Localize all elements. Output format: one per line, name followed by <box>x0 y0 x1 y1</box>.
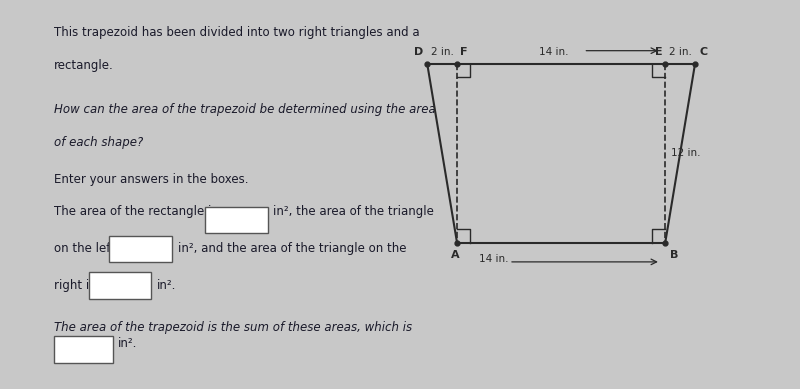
Text: D: D <box>414 47 423 57</box>
Text: 14 in.: 14 in. <box>539 47 568 57</box>
Text: The area of the rectangle is: The area of the rectangle is <box>54 205 218 219</box>
Text: A: A <box>451 250 460 260</box>
Text: E: E <box>654 47 662 57</box>
Text: How can the area of the trapezoid be determined using the area: How can the area of the trapezoid be det… <box>54 103 436 116</box>
Text: in².: in². <box>118 337 138 350</box>
Text: 12 in.: 12 in. <box>671 148 701 158</box>
Text: The area of the trapezoid is the sum of these areas, which is: The area of the trapezoid is the sum of … <box>54 321 412 334</box>
Text: in².: in². <box>157 279 177 292</box>
Text: in², the area of the triangle: in², the area of the triangle <box>274 205 434 219</box>
Text: B: B <box>670 250 678 260</box>
Text: 14 in.: 14 in. <box>479 254 509 265</box>
Text: C: C <box>699 47 707 57</box>
Text: 2 in.: 2 in. <box>430 47 454 57</box>
Text: on the left is: on the left is <box>54 242 128 255</box>
Text: rectangle.: rectangle. <box>54 59 114 72</box>
Text: F: F <box>460 47 467 57</box>
Text: in², and the area of the triangle on the: in², and the area of the triangle on the <box>178 242 406 255</box>
Text: right is: right is <box>54 279 95 292</box>
Bar <box>205 207 267 233</box>
Text: This trapezoid has been divided into two right triangles and a: This trapezoid has been divided into two… <box>54 26 420 39</box>
Bar <box>110 236 172 262</box>
Text: of each shape?: of each shape? <box>54 136 143 149</box>
Bar <box>89 272 151 299</box>
Text: Enter your answers in the boxes.: Enter your answers in the boxes. <box>54 173 249 186</box>
Text: 2 in.: 2 in. <box>669 47 691 57</box>
Bar <box>54 336 113 363</box>
